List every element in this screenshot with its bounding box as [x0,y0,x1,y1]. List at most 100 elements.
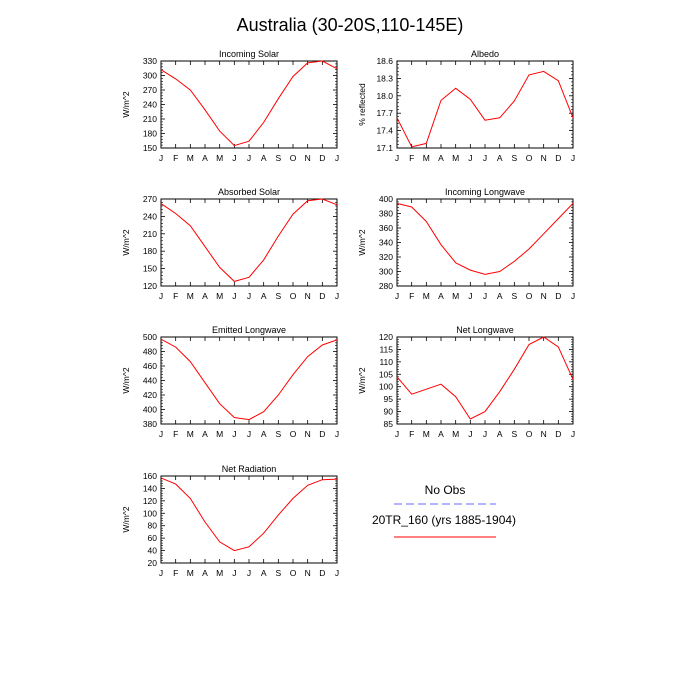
x-tick-label: J [483,291,487,301]
panel-title: Net Longwave [456,325,514,335]
y-tick-label: 330 [143,56,157,66]
x-tick-label: A [261,291,267,301]
x-tick-label: S [275,291,281,301]
x-tick-label: F [173,291,178,301]
x-tick-label: M [452,153,459,163]
series-line [160,198,338,282]
x-tick-label: S [511,291,517,301]
x-tick-label: J [232,429,236,439]
x-tick-label: J [335,568,339,578]
x-tick-label: J [395,153,399,163]
x-tick-label: N [541,291,547,301]
x-tick-label: A [438,291,444,301]
x-tick-label: M [452,429,459,439]
x-tick-label: S [275,429,281,439]
y-tick-label: 110 [379,357,393,367]
x-tick-label: J [247,291,251,301]
y-tick-label: 480 [143,347,157,357]
y-tick-label: 280 [379,281,393,291]
x-tick-label: A [438,429,444,439]
series-line [396,70,574,148]
y-tick-label: 95 [384,394,394,404]
x-tick-label: J [395,429,399,439]
x-tick-label: S [275,568,281,578]
y-tick-label: 380 [143,419,157,429]
y-tick-label: 40 [148,546,158,556]
x-tick-label: A [261,153,267,163]
y-tick-label: 115 [379,344,393,354]
x-tick-label: D [319,291,325,301]
y-tick-label: 18.3 [376,73,393,83]
x-tick-label: J [159,429,163,439]
x-tick-label: F [409,153,414,163]
x-tick-label: J [232,153,236,163]
y-axis-label: % reflected [357,83,367,126]
y-tick-label: 100 [143,508,157,518]
y-tick-label: 210 [143,114,157,124]
y-tick-label: 270 [143,194,157,204]
panel-title: Net Radiation [222,464,277,474]
y-tick-label: 150 [143,264,157,274]
x-tick-label: M [187,568,194,578]
x-tick-label: O [290,568,297,578]
y-tick-label: 17.7 [376,108,393,118]
x-tick-label: F [173,429,178,439]
x-tick-label: J [571,429,575,439]
y-axis-label: W/m^2 [357,229,367,255]
x-tick-label: O [526,429,533,439]
y-tick-label: 18.0 [376,91,393,101]
series-line [160,477,338,552]
y-tick-label: 160 [143,471,157,481]
x-tick-label: D [319,429,325,439]
panel-title: Emitted Longwave [212,325,286,335]
x-tick-label: N [305,568,311,578]
legend-label-no-obs: No Obs [425,483,466,497]
panel-title: Albedo [471,49,499,59]
y-axis-label: W/m^2 [121,91,131,117]
plot-frame [396,198,574,287]
plot-frame [396,60,574,149]
x-tick-label: J [395,291,399,301]
x-tick-label: D [319,153,325,163]
y-tick-label: 500 [143,332,157,342]
x-tick-label: M [452,291,459,301]
x-tick-label: O [290,291,297,301]
y-tick-label: 120 [143,281,157,291]
x-tick-label: J [468,429,472,439]
y-tick-label: 240 [143,211,157,221]
x-tick-label: A [497,153,503,163]
x-tick-label: M [216,568,223,578]
x-tick-label: J [232,291,236,301]
x-tick-label: M [423,153,430,163]
x-tick-label: A [202,291,208,301]
y-tick-label: 20 [148,558,158,568]
y-tick-label: 380 [379,209,393,219]
x-tick-label: J [247,568,251,578]
series-line [160,338,338,421]
x-tick-label: A [202,568,208,578]
series-line [396,336,574,420]
x-tick-label: J [247,153,251,163]
x-tick-label: F [409,429,414,439]
x-tick-label: F [173,153,178,163]
y-tick-label: 60 [148,533,158,543]
x-tick-label: O [290,153,297,163]
x-tick-label: O [526,153,533,163]
y-tick-label: 18.6 [376,56,393,66]
y-tick-label: 340 [379,238,393,248]
x-tick-label: D [319,568,325,578]
x-tick-label: S [511,429,517,439]
x-tick-label: J [335,291,339,301]
x-tick-label: J [483,153,487,163]
y-tick-label: 270 [143,85,157,95]
y-tick-label: 440 [143,376,157,386]
y-axis-label: W/m^2 [357,367,367,393]
x-tick-label: M [187,153,194,163]
y-tick-label: 420 [143,390,157,400]
x-tick-label: M [423,429,430,439]
